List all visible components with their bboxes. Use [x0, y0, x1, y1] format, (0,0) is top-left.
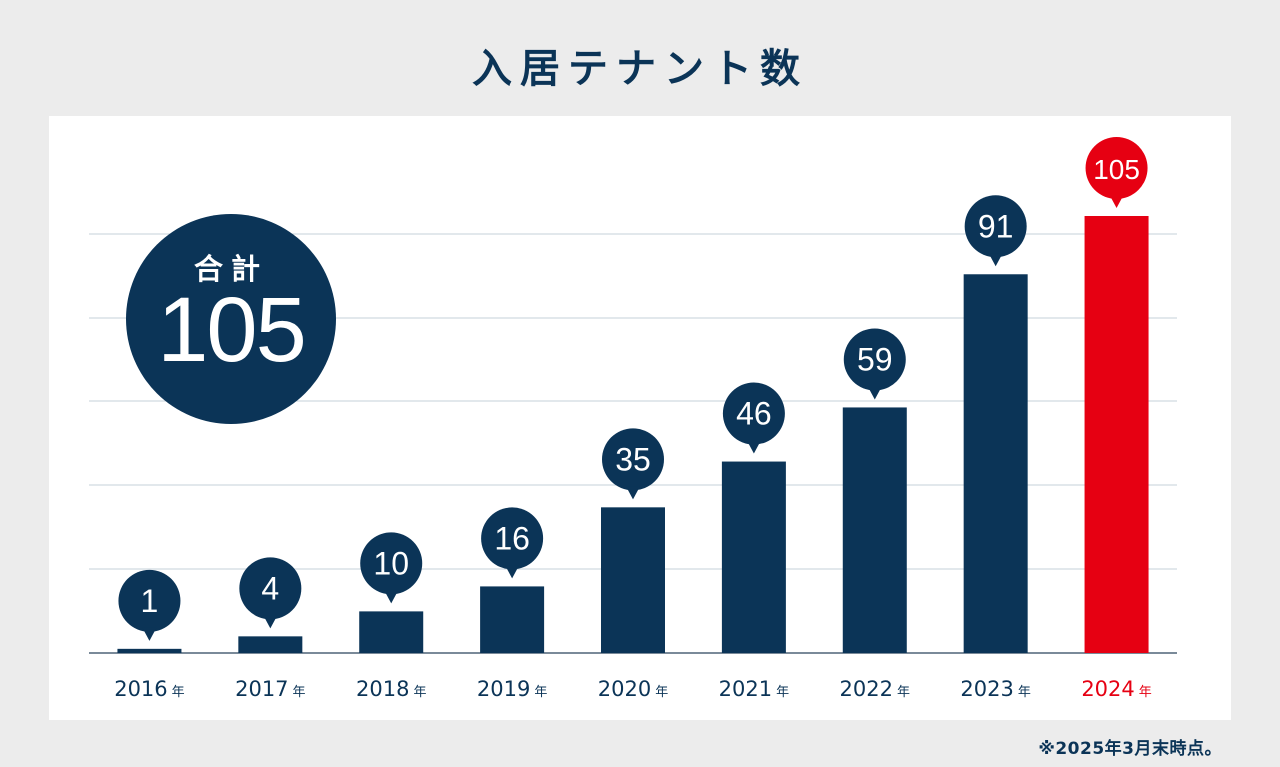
value-marker-pointer — [746, 440, 761, 454]
bar — [721, 461, 786, 653]
x-tick-label: 2023 年 — [960, 677, 1030, 701]
bar — [480, 586, 545, 653]
x-tick-label: 2022 年 — [840, 677, 910, 701]
bar — [359, 611, 424, 653]
value-marker-pointer — [626, 486, 640, 500]
value-marker-pointer — [1109, 195, 1124, 208]
data-label: 59 — [857, 341, 893, 377]
bar — [1084, 216, 1149, 653]
bar — [842, 407, 907, 653]
value-marker — [239, 557, 302, 620]
value-marker-pointer — [142, 627, 157, 641]
data-label: 4 — [261, 570, 279, 606]
x-tick-label: 2016 年 — [114, 677, 184, 701]
data-label: 35 — [615, 441, 651, 477]
bar — [601, 507, 665, 653]
value-marker — [1085, 137, 1148, 199]
value-marker — [964, 195, 1027, 258]
value-marker — [481, 507, 544, 570]
x-tick-label: 2021 年 — [719, 677, 789, 701]
value-marker-pointer — [867, 386, 882, 400]
value-marker — [360, 532, 423, 595]
value-marker-pointer — [263, 615, 278, 629]
x-tick-label: 2020 年 — [598, 677, 668, 701]
value-marker — [118, 569, 181, 632]
data-label: 1 — [141, 583, 159, 619]
value-marker — [602, 428, 664, 491]
value-marker-pointer — [505, 565, 520, 579]
data-label: 46 — [736, 396, 772, 432]
data-label: 16 — [494, 520, 530, 556]
value-marker — [843, 328, 906, 391]
x-tick-label: 2019 年 — [477, 677, 547, 701]
bar — [963, 274, 1028, 653]
data-label: 91 — [978, 208, 1014, 244]
bar-chart: 1 2016 年 4 2017 年 10 2018 年 16 2019 年 35 2020 年 46 2021 年… — [89, 137, 1177, 701]
x-tick-label: 2017 年 — [235, 677, 305, 701]
total-label: 合計 — [193, 252, 268, 286]
value-marker — [722, 382, 785, 445]
bar — [238, 636, 303, 653]
data-label: 105 — [1093, 154, 1140, 185]
footnote: ※2025年3月末時点。 — [1038, 739, 1222, 759]
total-value: 105 — [157, 279, 307, 381]
x-tick-label: 2024 年 — [1081, 677, 1151, 701]
value-marker-pointer — [988, 253, 1003, 267]
x-tick-label: 2018 年 — [356, 677, 426, 701]
bar — [117, 648, 182, 653]
data-label: 10 — [373, 545, 409, 581]
total-badge: 合計 105 — [126, 214, 336, 424]
value-marker-pointer — [384, 590, 399, 604]
page-title: 入居テナント数 — [472, 46, 808, 92]
